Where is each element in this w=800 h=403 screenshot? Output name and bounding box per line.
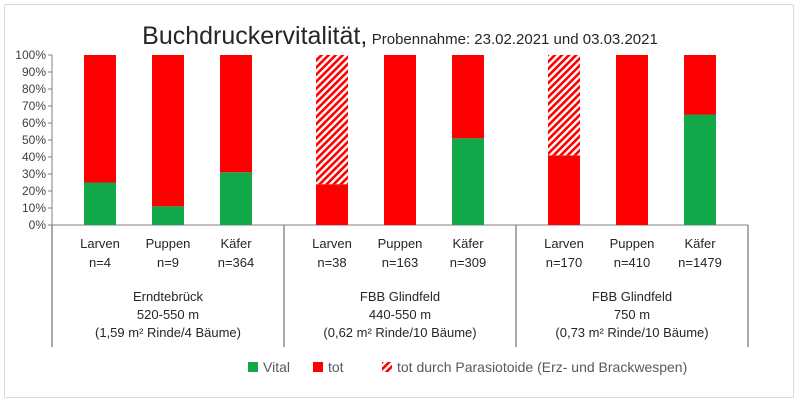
chart-title: Buchdruckervitalität, bbox=[142, 22, 368, 50]
legend-swatch bbox=[313, 362, 323, 372]
y-tick-label: 10% bbox=[22, 201, 46, 215]
y-tick-label: 30% bbox=[22, 167, 46, 181]
bar-segment-tot bbox=[152, 55, 184, 207]
category-label: Larven bbox=[312, 236, 352, 251]
bar-segment-tot bbox=[684, 55, 716, 115]
category-label: Käfer bbox=[684, 236, 716, 251]
category-count: n=170 bbox=[546, 255, 583, 270]
legend-swatch bbox=[248, 362, 258, 372]
y-tick-label: 100% bbox=[15, 48, 46, 62]
y-tick-label: 70% bbox=[22, 99, 46, 113]
category-count: n=364 bbox=[218, 255, 255, 270]
category-label: Puppen bbox=[378, 236, 423, 251]
group-label-line: (1,59 m² Rinde/4 Bäume) bbox=[95, 325, 241, 340]
group-label-line: Erndtebrück bbox=[133, 289, 204, 304]
bar-segment-tot bbox=[548, 155, 580, 225]
bar-segment-tot bbox=[616, 55, 648, 225]
y-tick-label: 20% bbox=[22, 184, 46, 198]
bar-segment-vital bbox=[84, 182, 116, 225]
group-label-line: (0,62 m² Rinde/10 Bäume) bbox=[323, 325, 476, 340]
category-label: Käfer bbox=[220, 236, 252, 251]
group-label-line: 750 m bbox=[614, 307, 650, 322]
category-label: Puppen bbox=[146, 236, 191, 251]
group-label-line: FBB Glindfeld bbox=[360, 289, 440, 304]
chart-title-block: Buchdruckervitalität, Probennahme: 23.02… bbox=[0, 22, 800, 51]
y-tick-label: 60% bbox=[22, 116, 46, 130]
legend-swatch bbox=[382, 362, 392, 372]
category-label: Käfer bbox=[452, 236, 484, 251]
category-count: n=309 bbox=[450, 255, 487, 270]
bar-segment-vital bbox=[220, 172, 252, 225]
legend-label: Vital bbox=[263, 359, 290, 375]
bar-segment-tot bbox=[316, 184, 348, 225]
group-label-line: 520-550 m bbox=[137, 307, 199, 322]
chart-frame bbox=[4, 4, 794, 398]
bar-segment-tot bbox=[84, 55, 116, 183]
group-label-line: FBB Glindfeld bbox=[592, 289, 672, 304]
group-label-line: (0,73 m² Rinde/10 Bäume) bbox=[555, 325, 708, 340]
category-label: Puppen bbox=[610, 236, 655, 251]
y-tick-label: 90% bbox=[22, 65, 46, 79]
chart-subtitle: Probennahme: 23.02.2021 und 03.03.2021 bbox=[371, 31, 658, 48]
bar-segment-tot bbox=[452, 55, 484, 139]
bar-segment-vital bbox=[452, 138, 484, 225]
category-count: n=1479 bbox=[678, 255, 722, 270]
bar-segment-vital bbox=[684, 114, 716, 225]
bar-segment-tot bbox=[384, 55, 416, 225]
category-count: n=410 bbox=[614, 255, 651, 270]
bar-segment-parasitoid bbox=[548, 55, 580, 156]
category-count: n=163 bbox=[382, 255, 419, 270]
y-tick-label: 50% bbox=[22, 133, 46, 147]
y-tick-label: 0% bbox=[29, 218, 47, 232]
bar-segment-vital bbox=[152, 206, 184, 225]
legend-label: tot durch Parasiotoide (Erz- und Brackwe… bbox=[397, 359, 687, 375]
y-tick-label: 80% bbox=[22, 82, 46, 96]
category-label: Larven bbox=[544, 236, 584, 251]
bar-segment-tot bbox=[220, 55, 252, 173]
legend-label: tot bbox=[328, 359, 344, 375]
group-label-line: 440-550 m bbox=[369, 307, 431, 322]
category-count: n=9 bbox=[157, 255, 179, 270]
y-tick-label: 40% bbox=[22, 150, 46, 164]
category-count: n=4 bbox=[89, 255, 111, 270]
category-label: Larven bbox=[80, 236, 120, 251]
bar-segment-parasitoid bbox=[316, 55, 348, 185]
category-count: n=38 bbox=[317, 255, 346, 270]
